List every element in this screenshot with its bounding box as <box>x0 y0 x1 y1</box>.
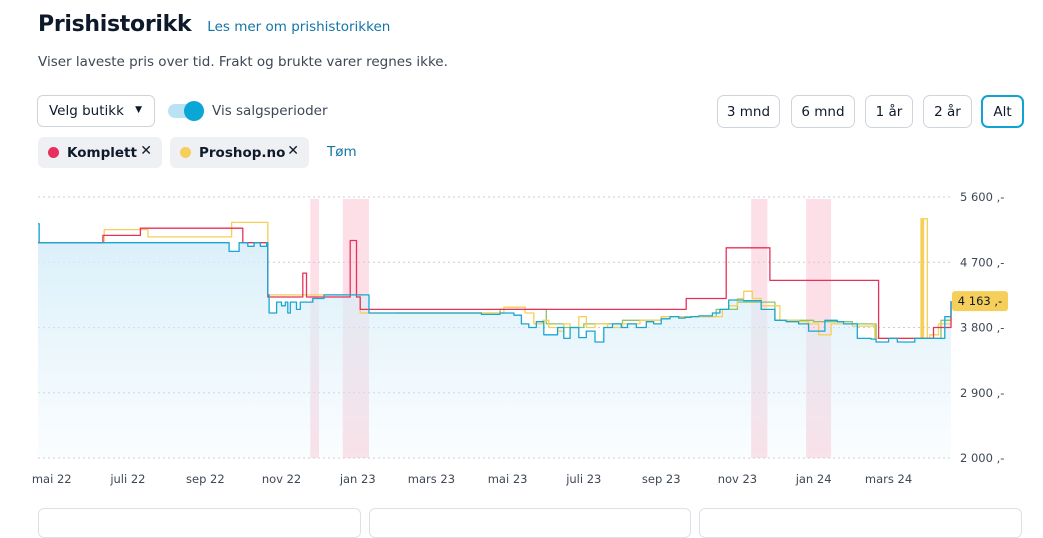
series-line-komplett <box>38 227 952 340</box>
current-price-label: 4 163 ,- <box>958 294 1002 308</box>
store-chip-proshop: Proshop.no ✕ <box>170 137 309 168</box>
x-tick-label: sep 22 <box>186 472 225 486</box>
x-tick-label: sep 23 <box>642 472 681 486</box>
sales-periods-toggle[interactable] <box>168 101 204 121</box>
caret-down-icon: ▼ <box>135 105 142 115</box>
info-card <box>38 508 361 538</box>
range-button-2-years[interactable]: 2 år <box>923 95 972 128</box>
y-tick-label: 2 900 ,- <box>960 386 1004 400</box>
range-button-3-months[interactable]: 3 mnd <box>717 95 780 128</box>
range-button-1-year[interactable]: 1 år <box>865 95 913 128</box>
store-select-label: Velg butikk <box>49 103 124 119</box>
y-tick-label: 2 000 ,- <box>960 451 1004 465</box>
info-card <box>699 508 1022 538</box>
remove-proshop-close-icon[interactable]: ✕ <box>287 143 299 159</box>
info-card <box>369 508 691 538</box>
chip-label: Proshop.no <box>199 144 286 161</box>
lowest-price-area <box>38 223 951 458</box>
remove-komplett-close-icon[interactable]: ✕ <box>140 143 152 159</box>
store-chip-komplett: Komplett ✕ <box>38 137 162 168</box>
x-tick-label: nov 22 <box>262 472 301 486</box>
header: Prishistorikk Les mer om prishistorikken <box>38 12 390 37</box>
chip-label: Komplett <box>67 144 137 161</box>
range-button-all[interactable]: Alt <box>981 95 1024 128</box>
series-line-lowest <box>38 223 952 343</box>
x-tick-label: mai 23 <box>488 472 528 486</box>
range-button-6-months[interactable]: 6 mnd <box>791 95 855 128</box>
sales-periods-label: Vis salgsperioder <box>212 103 328 119</box>
x-tick-label: jan 24 <box>795 472 832 486</box>
x-tick-label: mars 24 <box>865 472 912 486</box>
toggle-knob <box>184 101 204 121</box>
price-history-chart: 5 600 ,- 4 700 ,- 3 800 ,- 2 900 ,- 2 000 ,-… <box>32 190 1008 486</box>
x-tick-label: mars 23 <box>408 472 455 486</box>
page-title: Prishistorikk <box>38 12 192 37</box>
lowest-price-fill <box>38 223 951 458</box>
current-price-marker: 4 163 ,- <box>952 291 1008 312</box>
price-lines <box>38 218 952 343</box>
y-tick-label: 4 700 ,- <box>960 255 1004 269</box>
komplett-color-dot <box>48 147 59 158</box>
x-tick-label: juli 22 <box>109 472 145 486</box>
proshop-color-dot <box>180 147 191 158</box>
x-tick-label: juli 23 <box>565 472 601 486</box>
x-axis-ticks: mai 22 juli 22 sep 22 nov 22 jan 23 mars 23 ma… <box>32 472 912 486</box>
info-link[interactable]: Les mer om prishistorikken <box>207 19 391 35</box>
y-tick-label: 3 800 ,- <box>960 321 1004 335</box>
x-tick-label: mai 22 <box>32 472 72 486</box>
clear-filters-link[interactable]: Tøm <box>327 144 357 160</box>
y-tick-label: 5 600 ,- <box>960 190 1004 204</box>
y-axis-ticks: 5 600 ,- 4 700 ,- 3 800 ,- 2 900 ,- 2 000 ,- <box>960 190 1004 465</box>
page-subtitle: Viser laveste pris over tid. Frakt og br… <box>38 54 448 70</box>
store-select[interactable]: Velg butikk ▼ <box>37 95 155 127</box>
x-tick-label: jan 23 <box>339 472 376 486</box>
x-tick-label: nov 23 <box>718 472 757 486</box>
current-price-badge <box>952 291 1008 312</box>
